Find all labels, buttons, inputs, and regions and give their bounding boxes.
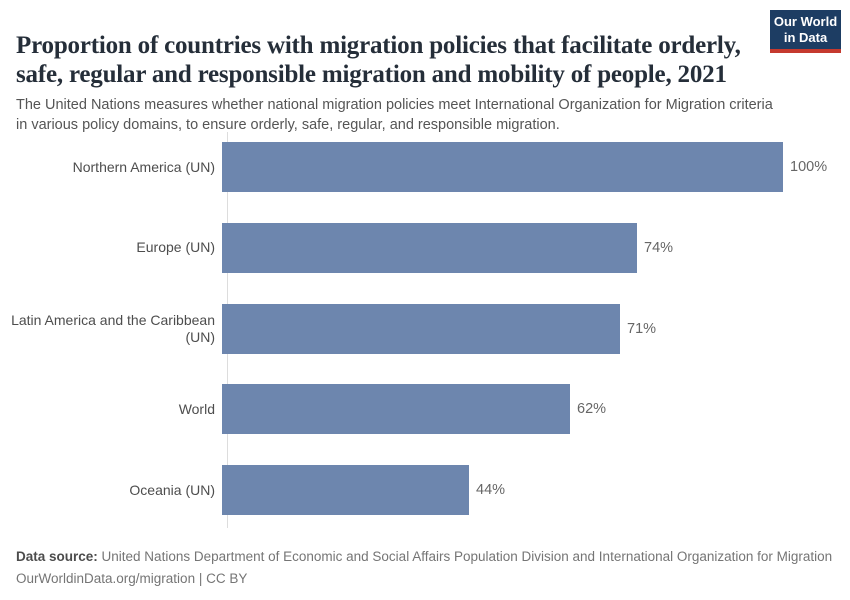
owid-logo[interactable]: Our World in Data — [770, 10, 841, 53]
value-label: 100% — [790, 159, 828, 175]
category-label: Latin America and the Caribbean (UN) — [11, 311, 215, 345]
chart-row: World 62% — [0, 384, 850, 435]
chart-row: Europe (UN) 74% — [0, 222, 850, 273]
bar-chart: Northern America (UN) 100% Europe (UN) 74% L… — [0, 132, 850, 528]
owid-logo-line1: Our World — [773, 14, 838, 29]
value-label: 71% — [627, 320, 657, 337]
license-line[interactable]: OurWorldinData.org/migration | CC BY — [16, 571, 248, 586]
bar[interactable] — [222, 465, 469, 515]
chart-subtitle: The United Nations measures whether nati… — [16, 96, 773, 133]
bar[interactable] — [222, 222, 637, 273]
data-source-text: United Nations Department of Economic an… — [97, 549, 833, 564]
chart-row: Latin America and the Caribbean (UN) 71% — [0, 303, 850, 354]
data-source-label: Data source: — [16, 549, 98, 564]
chart-row: Oceania (UN) 44% — [0, 465, 850, 515]
category-label: Northern America (UN) — [72, 158, 215, 175]
bar[interactable] — [222, 142, 783, 192]
value-label: 62% — [577, 401, 607, 418]
category-label: Oceania (UN) — [129, 481, 215, 498]
page-title: Proportion of countries with migration p… — [16, 31, 741, 88]
chart-row: Northern America (UN) 100% — [0, 142, 850, 192]
data-source-line: Data source: United Nations Department o… — [16, 546, 834, 568]
category-label: World — [178, 400, 215, 417]
value-label: 44% — [476, 482, 506, 498]
bar[interactable] — [222, 384, 570, 435]
bar[interactable] — [222, 303, 620, 354]
value-label: 74% — [644, 239, 674, 256]
chart-footer: Data source: United Nations Department o… — [16, 546, 834, 590]
category-label: Europe (UN) — [136, 239, 215, 256]
owid-logo-line2: in Data — [783, 29, 828, 45]
